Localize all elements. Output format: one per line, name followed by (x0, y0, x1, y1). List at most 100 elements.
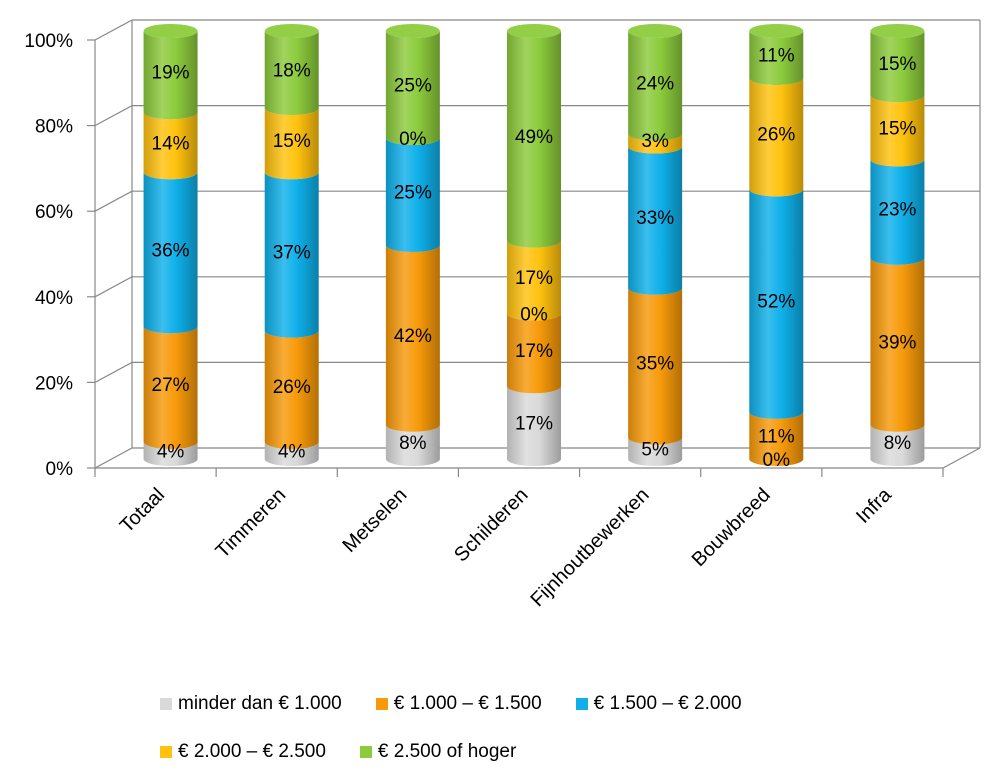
legend-label-0: minder dan € 1.000 (178, 693, 342, 714)
y-tick-label-5: 100% (24, 31, 73, 52)
data-label-5-1: 11% (758, 426, 795, 447)
x-tick-label-4: Fijnhoutbewerken (526, 484, 653, 611)
gridline-side-1 (94, 361, 133, 383)
x-tick-label-3: Schilderen (450, 484, 532, 566)
gridline-side-3 (94, 190, 133, 212)
data-label-6-1: 39% (878, 332, 916, 353)
bar-3-series-3 (507, 240, 561, 321)
data-label-3-3: 17% (515, 268, 553, 289)
bar-6-series-3 (870, 95, 925, 167)
data-label-6-3: 15% (878, 118, 916, 139)
bar-3-series-1 (507, 313, 561, 394)
data-label-2-0: 8% (399, 433, 427, 454)
bar-4-series-1 (628, 287, 683, 445)
data-label-6-4: 15% (878, 54, 916, 75)
gridline-side-0 (94, 447, 133, 469)
x-tick-label-5: Bouwbreed (688, 484, 775, 571)
data-label-3-2: 0% (520, 304, 548, 325)
bar-0-series-2 (143, 172, 198, 334)
bar-5-series-1 (749, 411, 804, 467)
data-label-3-4: 49% (515, 127, 553, 148)
legend-label-2: € 1.500 – € 2.000 (593, 693, 742, 714)
bar-1-series-3 (264, 108, 319, 180)
bar-cap-3 (507, 24, 561, 38)
bar-6-series-4 (870, 31, 925, 103)
x-tick-label-0: Totaal (116, 484, 169, 537)
data-label-4-1: 35% (636, 354, 674, 375)
legend-swatch-2 (575, 698, 588, 710)
legend-label-1: € 1.000 – € 1.500 (393, 693, 542, 714)
data-label-2-2: 25% (394, 183, 432, 204)
data-label-2-1: 42% (394, 326, 432, 347)
data-label-3-0: 17% (515, 414, 553, 435)
bar-cap-4 (628, 24, 683, 38)
data-label-1-0: 4% (278, 441, 306, 462)
legend: minder dan € 1.000 € 1.000 – € 1.500 € 1… (160, 680, 880, 776)
y-tick-label-4: 80% (35, 117, 73, 138)
gridline-side-2 (94, 276, 133, 298)
data-label-1-3: 15% (273, 131, 311, 152)
bar-2-series-2 (385, 138, 440, 252)
legend-item-0: minder dan € 1.000 (160, 693, 342, 715)
bar-cap-2 (385, 24, 440, 38)
bar-5-series-2 (749, 189, 804, 419)
data-label-2-3: 0% (399, 129, 427, 150)
bar-6-series-2 (870, 159, 925, 265)
gridline-side-5 (94, 19, 133, 41)
data-label-0-1: 27% (152, 375, 190, 396)
bar-6-series-1 (870, 257, 925, 432)
bar-5-series-4 (749, 31, 804, 86)
data-label-1-1: 26% (273, 377, 311, 398)
legend-label-3: € 2.000 – € 2.500 (178, 741, 326, 762)
data-label-5-2: 52% (757, 292, 795, 313)
bar-2-series-1 (385, 245, 440, 432)
bar-4-series-2 (628, 146, 683, 295)
data-label-6-2: 23% (878, 200, 916, 221)
data-label-4-2: 33% (636, 208, 674, 229)
legend-item-3: € 2.000 – € 2.500 (160, 741, 326, 763)
data-label-0-3: 14% (152, 133, 190, 154)
legend-item-1: € 1.000 – € 1.500 (375, 693, 542, 715)
data-label-2-4: 25% (394, 76, 432, 97)
data-label-1-2: 37% (273, 242, 311, 263)
legend-item-4: € 2.500 of hoger (359, 741, 516, 763)
data-label-6-0: 8% (884, 433, 912, 454)
bar-2-series-0 (385, 424, 440, 467)
legend-swatch-4 (359, 746, 372, 758)
data-label-5-0: 0% (763, 450, 791, 471)
data-label-5-3: 26% (757, 125, 795, 146)
legend-swatch-1 (375, 698, 388, 710)
data-label-4-4: 24% (636, 73, 674, 94)
bar-1-series-1 (264, 330, 319, 449)
x-tick-label-6: Infra (852, 483, 896, 527)
bar-cap-0 (143, 24, 198, 38)
legend-swatch-3 (160, 746, 172, 758)
data-label-0-4: 19% (152, 63, 190, 84)
data-label-5-4: 11% (758, 46, 795, 67)
bar-4-series-0 (628, 437, 683, 467)
gridline-side-4 (94, 105, 133, 127)
legend-row-2: € 2.000 – € 2.500 € 2.500 of hoger (160, 728, 880, 776)
y-tick-label-1: 20% (35, 373, 73, 394)
floor-right-edge (942, 447, 981, 469)
bar-0-series-3 (143, 112, 198, 180)
data-label-1-4: 18% (273, 61, 311, 82)
bar-cap-5 (749, 24, 804, 38)
bar-3-series-0 (507, 386, 561, 466)
data-label-4-0: 5% (641, 439, 669, 460)
data-label-0-0: 4% (157, 441, 185, 462)
bar-1-series-2 (264, 172, 319, 338)
legend-swatch-0 (160, 698, 172, 710)
bar-0-series-1 (143, 326, 198, 449)
y-tick-label-3: 60% (35, 202, 73, 223)
data-label-4-3: 3% (641, 131, 669, 152)
y-tick-label-2: 40% (35, 288, 73, 309)
bar-0-series-4 (143, 31, 198, 120)
bar-4-series-3 (628, 133, 683, 154)
bar-2-series-4 (385, 31, 440, 145)
x-tick-label-1: Timmeren (212, 484, 291, 563)
bar-cap-6 (870, 24, 925, 38)
bar-3-series-4 (507, 31, 561, 248)
